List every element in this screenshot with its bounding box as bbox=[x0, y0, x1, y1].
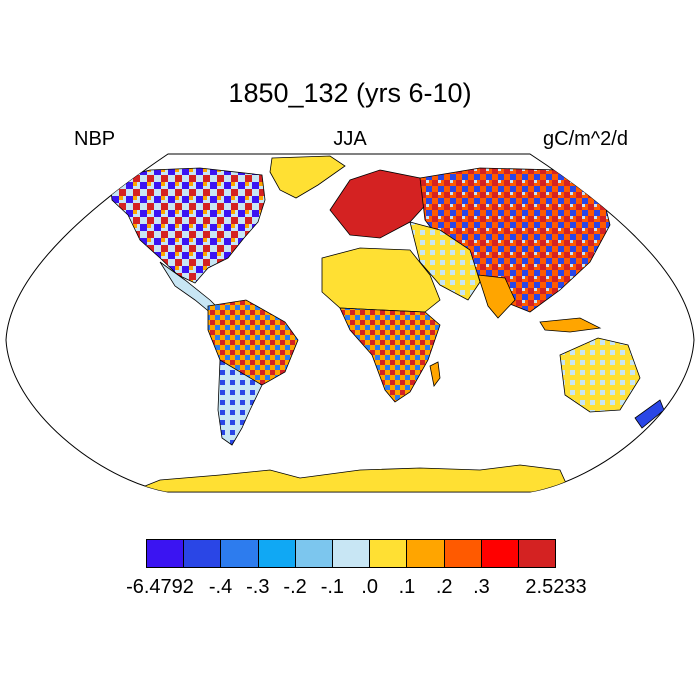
indonesia-region bbox=[539, 317, 602, 333]
colorbar-swatch bbox=[444, 540, 482, 567]
sahara-region bbox=[321, 247, 441, 313]
variable-label: NBP bbox=[74, 128, 116, 150]
north-america-region bbox=[109, 167, 266, 284]
colorbar-swatch bbox=[481, 540, 519, 567]
colorbar-swatch bbox=[258, 540, 296, 567]
australia-region bbox=[559, 337, 641, 413]
greenland-region bbox=[269, 155, 346, 199]
colorbar-tick-label: -6.4792 bbox=[126, 576, 194, 598]
colorbar-tick-label: .3 bbox=[473, 576, 490, 598]
colorbar-tick-label: -.3 bbox=[246, 576, 270, 598]
africa-south-region bbox=[339, 307, 441, 403]
colorbar-swatch bbox=[407, 540, 445, 567]
colorbar-swatch bbox=[184, 540, 222, 567]
madagascar-region bbox=[429, 361, 441, 387]
colorbar-tick-label: 2.5233 bbox=[525, 576, 587, 598]
plot-title: 1850_132 (yrs 6-10) bbox=[228, 78, 472, 108]
colorbar-swatch bbox=[295, 540, 333, 567]
colorbar-swatch bbox=[370, 540, 408, 567]
colorbar-tick-label: .1 bbox=[398, 576, 416, 598]
colorbar bbox=[146, 539, 556, 568]
antarctica-region bbox=[129, 464, 571, 492]
india-region bbox=[477, 274, 516, 319]
colorbar-tick-label: .0 bbox=[361, 576, 378, 598]
colorbar-tick-label: .2 bbox=[435, 576, 453, 598]
south-america-south-region bbox=[217, 359, 263, 446]
units-label: gC/m^2/d bbox=[543, 128, 628, 150]
colorbar-swatch bbox=[518, 540, 556, 567]
colorbar-tick-label: -.4 bbox=[208, 576, 233, 598]
central-asia-region bbox=[409, 221, 481, 301]
colorbar-swatch bbox=[221, 540, 259, 567]
colorbar-swatch bbox=[147, 540, 185, 567]
colorbar-tick-label: -.1 bbox=[320, 576, 345, 598]
colorbar-tick-label: -.2 bbox=[283, 576, 307, 598]
season-label: JJA bbox=[333, 128, 367, 150]
colorbar-swatch bbox=[332, 540, 371, 567]
south-america-north-region bbox=[207, 299, 299, 386]
